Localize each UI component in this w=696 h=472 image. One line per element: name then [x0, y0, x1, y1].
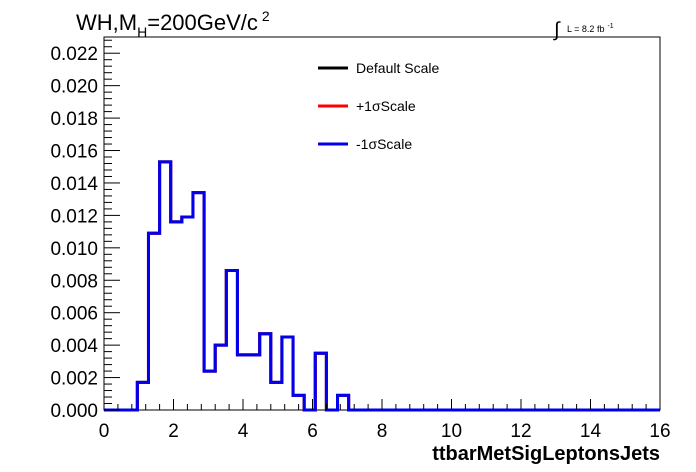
x-tick-label: 10: [441, 421, 462, 442]
lumi-text: L = 8.2 fb: [567, 24, 604, 34]
x-tick-label: 12: [510, 421, 531, 442]
y-tick-label: 0.004: [50, 336, 98, 357]
legend-label: -1σScale: [356, 136, 412, 152]
x-tick-label: 2: [168, 421, 179, 442]
x-tick-label: 14: [580, 421, 602, 442]
y-tick-label: 0.018: [50, 109, 98, 130]
x-tick-label: 4: [238, 421, 249, 442]
lumi-integral: ∫: [553, 19, 561, 41]
lumi-label: L = 8.2 fb -1: [567, 23, 614, 34]
histogram-series-2: [104, 160, 660, 412]
legend-label: Default Scale: [356, 60, 439, 76]
y-tick-label: 0.014: [50, 174, 98, 195]
plot-frame: [103, 36, 661, 411]
x-axis-label: ttbarMetSigLeptonsJets: [432, 443, 660, 465]
legend-label: +1σScale: [356, 98, 416, 114]
y-tick-label: 0.002: [50, 369, 98, 390]
legend: Default Scale +1σScale -1σScale: [318, 60, 439, 152]
y-tick-label: 0.006: [50, 304, 98, 325]
title-main: WH,M: [76, 10, 137, 35]
x-tick-label: 16: [649, 421, 670, 442]
x-tick-label: 0: [99, 421, 110, 442]
y-tick-label: 0.008: [50, 271, 98, 292]
histogram-series-0: [104, 160, 660, 412]
x-tick-label: 6: [307, 421, 318, 442]
title-sub: H: [137, 24, 147, 40]
title-sup: 2: [262, 8, 270, 24]
histogram-lines: [104, 160, 660, 412]
y-axis: 0.000 0.002 0.004 0.006 0.008 0.010 0.012 0.014…: [50, 39, 120, 422]
lumi-sup: -1: [607, 23, 613, 30]
histogram-series-1: [104, 160, 660, 412]
y-tick-label: 0.010: [50, 239, 98, 260]
chart-title: WH,MH=200GeV/c 2: [76, 8, 270, 40]
y-tick-label: 0.022: [50, 44, 98, 65]
x-axis: 0 2 4 6 8 10 12 14 16: [99, 399, 671, 442]
y-tick-label: 0.000: [50, 401, 98, 422]
y-tick-label: 0.016: [50, 142, 98, 163]
title-rest: =200GeV/c: [147, 10, 258, 35]
x-tick-label: 8: [377, 421, 388, 442]
y-tick-label: 0.012: [50, 206, 98, 227]
y-tick-label: 0.020: [50, 77, 98, 98]
